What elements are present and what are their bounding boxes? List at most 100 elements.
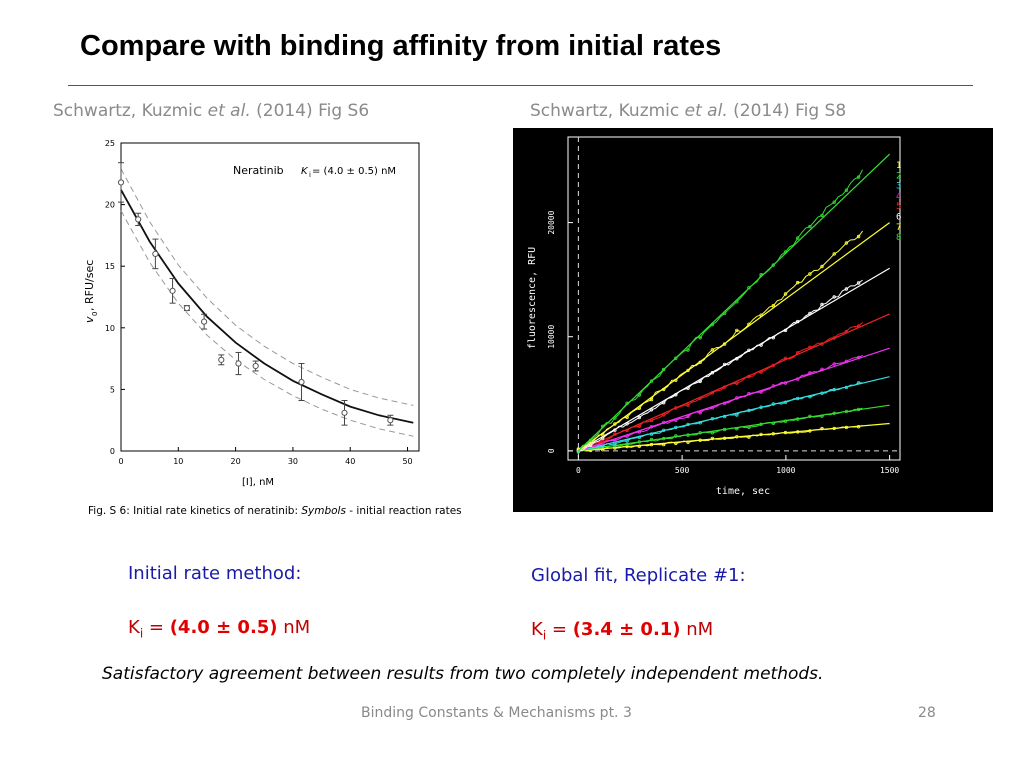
data-marker	[710, 391, 715, 395]
series-3	[576, 376, 890, 453]
data-trace	[578, 424, 863, 452]
data-marker	[341, 409, 348, 416]
data-marker	[698, 360, 702, 364]
data-marker	[722, 311, 727, 315]
x-tick-label: 0	[118, 457, 123, 466]
plot-frame	[120, 142, 420, 452]
legend-entry-4: 4	[896, 192, 901, 202]
series-8	[576, 153, 891, 454]
x-tick-label: 40	[345, 457, 355, 466]
data-marker	[820, 264, 824, 269]
data-marker	[686, 414, 690, 419]
right-ki-eq: =	[546, 619, 573, 640]
data-marker	[844, 188, 849, 192]
y-tick-label: 15	[105, 262, 115, 271]
data-point	[298, 363, 305, 401]
data-trace	[578, 382, 863, 452]
x-tick-label: 10	[173, 457, 183, 466]
data-marker	[387, 417, 394, 424]
legend-entry-3: 3	[896, 182, 901, 192]
data-point	[117, 162, 125, 203]
right-citation-etal: et al.	[684, 101, 728, 121]
y-axis-label-v: v	[83, 316, 96, 323]
right-method-label: Global fit, Replicate #1:	[531, 565, 746, 586]
y-tick-label: 20	[105, 201, 115, 210]
initial-rate-figure: 0 10 20 30 40 50 0 5 10 15 20 25 Neratinib K i = (4…	[68, 128, 488, 522]
left-ki-unit: nM	[277, 617, 311, 638]
data-point	[341, 399, 348, 426]
right-ki-sub: i	[542, 628, 547, 643]
data-marker	[686, 368, 690, 373]
data-marker	[600, 436, 605, 440]
data-marker	[117, 179, 125, 186]
legend-entry-7: 7	[896, 223, 901, 233]
data-marker	[649, 397, 654, 402]
confidence-band-upper	[120, 168, 414, 406]
data-trace	[578, 407, 863, 453]
data-marker	[735, 356, 739, 361]
data-marker	[832, 200, 836, 204]
data-marker	[796, 350, 800, 355]
series-6	[576, 267, 890, 452]
legend-entry-5: 5	[896, 202, 901, 212]
data-marker	[856, 281, 861, 285]
data-marker	[771, 263, 775, 267]
y-tick-label: 10	[105, 324, 115, 333]
right-ki-symbol: K	[531, 619, 543, 640]
data-marker	[152, 250, 159, 257]
data-point	[218, 354, 225, 366]
data-marker	[808, 272, 812, 276]
right-citation-authors: Schwartz, Kuzmic	[530, 101, 685, 121]
data-marker	[625, 401, 629, 405]
data-marker	[722, 385, 727, 389]
data-marker	[796, 236, 800, 240]
fit-curve	[120, 189, 414, 424]
data-marker	[735, 299, 739, 304]
data-marker	[783, 292, 788, 296]
data-marker	[200, 318, 208, 325]
data-point	[169, 278, 176, 304]
data-marker	[856, 234, 861, 239]
data-marker	[252, 362, 259, 370]
data-marker	[856, 175, 861, 179]
data-point	[152, 238, 159, 270]
data-marker	[600, 424, 605, 428]
data-marker	[661, 367, 666, 372]
x-tick-label: 20	[231, 457, 241, 466]
data-marker	[844, 241, 849, 245]
ki-annotation-sub: i	[309, 171, 311, 179]
data-marker	[747, 322, 751, 326]
data-marker	[674, 393, 678, 397]
data-trace	[578, 230, 864, 450]
y-tick-label: 20000	[547, 210, 556, 234]
left-method-label: Initial rate method:	[128, 563, 302, 584]
ki-annotation-symbol: K	[301, 166, 309, 177]
x-tick-label: 1500	[880, 466, 899, 475]
conclusion-text: Satisfactory agreement between results f…	[102, 664, 824, 684]
y-axis-label: v 0 , RFU/sec	[83, 260, 99, 323]
x-tick-label: 50	[402, 457, 412, 466]
data-marker	[135, 216, 142, 223]
y-tick-label: 10000	[547, 325, 556, 349]
legend-entry-8: 8	[896, 233, 901, 243]
x-tick-label: 1000	[776, 466, 795, 475]
data-marker	[771, 363, 775, 368]
right-ki-unit: nM	[680, 619, 714, 640]
data-marker	[722, 342, 727, 346]
left-ki-result: Ki = (4.0 ± 0.5) nM	[128, 617, 310, 641]
y-axis-label-unit: , RFU/sec	[83, 260, 96, 311]
data-marker	[613, 422, 617, 426]
y-axis-label-sub: 0	[91, 312, 99, 316]
plot-frame	[567, 136, 901, 461]
x-tick-label: 500	[675, 466, 690, 475]
right-citation: Schwartz, Kuzmic et al. (2014) Fig S8	[530, 101, 846, 121]
right-ki-result: Ki = (3.4 ± 0.1) nM	[531, 619, 713, 643]
data-marker	[747, 286, 751, 290]
data-point	[387, 414, 394, 426]
y-tick-label: 5	[110, 385, 115, 394]
fit-line	[578, 376, 890, 452]
figure-caption: Fig. S 6: Initial rate kinetics of nerat…	[88, 505, 462, 517]
data-marker	[637, 393, 641, 397]
left-ki-symbol: K	[128, 617, 140, 638]
